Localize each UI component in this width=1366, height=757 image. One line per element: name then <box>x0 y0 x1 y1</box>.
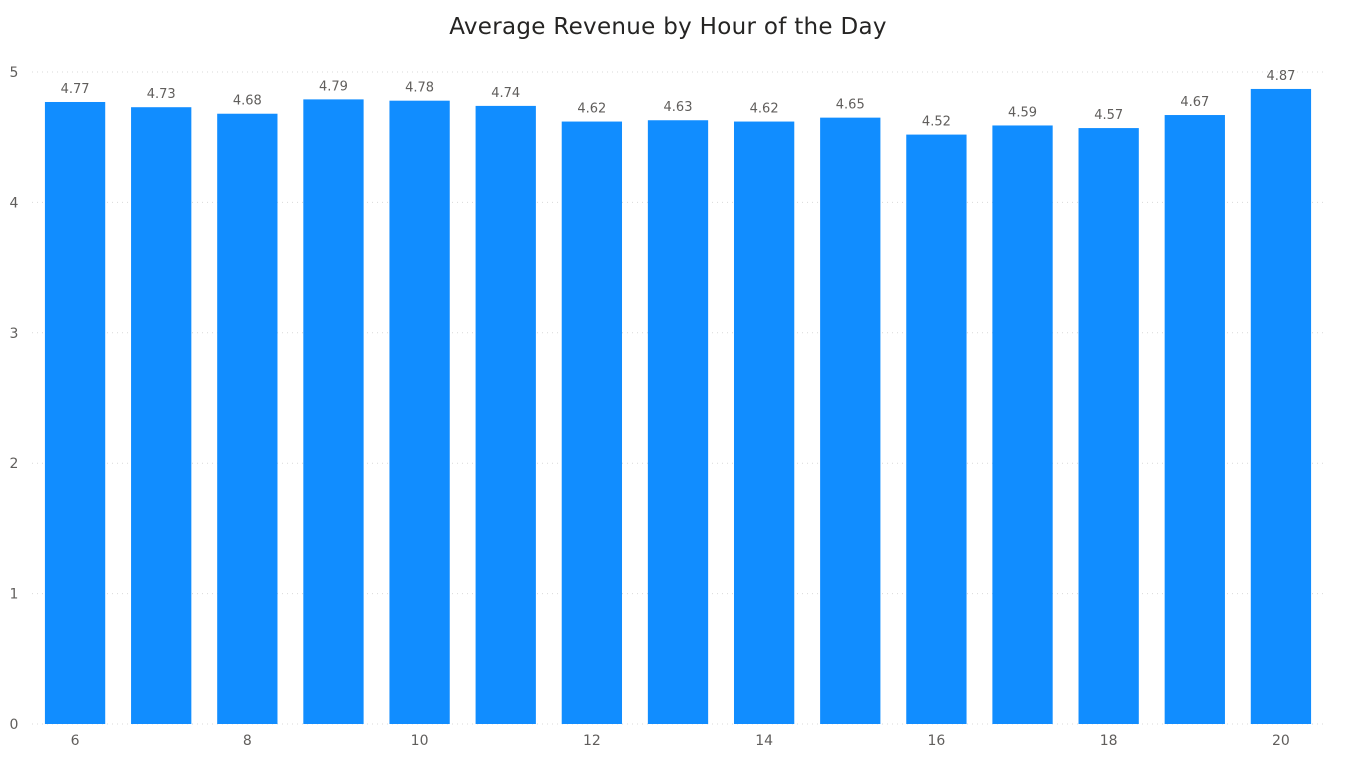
data-label: 4.57 <box>1094 108 1123 123</box>
bar-hour-19[interactable] <box>1164 115 1225 725</box>
y-tick-label: 5 <box>10 65 19 81</box>
x-tick-label: 14 <box>755 733 773 749</box>
data-label: 4.65 <box>836 98 865 113</box>
x-tick-label: 10 <box>411 733 429 749</box>
bar-hour-11[interactable] <box>475 105 536 725</box>
data-label: 4.77 <box>61 82 90 97</box>
x-tick-label: 6 <box>71 733 80 749</box>
data-label: 4.59 <box>1008 105 1037 120</box>
bars <box>44 88 1312 725</box>
x-axis-ticks: 6 8 10 12 14 16 18 20 <box>71 733 1290 749</box>
data-label: 4.52 <box>922 115 951 130</box>
bar-hour-10[interactable] <box>389 100 450 725</box>
data-labels: 4.77 4.73 4.68 4.79 4.78 4.74 4.62 4.63 4.62 4.65… <box>61 69 1296 130</box>
data-label: 4.73 <box>147 87 176 102</box>
x-tick-label: 12 <box>583 733 601 749</box>
bar-hour-12[interactable] <box>561 121 623 724</box>
bar-hour-8[interactable] <box>217 113 278 724</box>
data-label: 4.62 <box>750 102 779 117</box>
bar-hour-7[interactable] <box>131 107 192 724</box>
data-label: 4.68 <box>233 94 262 109</box>
data-label: 4.79 <box>319 79 348 94</box>
y-tick-label: 2 <box>10 456 19 472</box>
bar-hour-13[interactable] <box>647 120 709 725</box>
y-tick-label: 1 <box>10 587 19 603</box>
data-label: 4.87 <box>1266 69 1295 84</box>
bar-hour-16[interactable] <box>906 134 967 725</box>
y-axis-ticks: 0 1 2 3 4 5 <box>10 65 19 733</box>
chart-title: Average Revenue by Hour of the Day <box>449 14 887 40</box>
y-tick-label: 4 <box>10 195 19 211</box>
bar-hour-20[interactable] <box>1250 88 1312 724</box>
x-tick-label: 16 <box>927 733 945 749</box>
data-label: 4.78 <box>405 81 434 96</box>
y-tick-label: 0 <box>10 717 19 733</box>
data-label: 4.63 <box>664 100 693 115</box>
bar-hour-9[interactable] <box>303 99 364 724</box>
x-tick-label: 8 <box>243 733 252 749</box>
y-tick-label: 3 <box>10 326 19 342</box>
x-tick-label: 20 <box>1272 733 1290 749</box>
bar-hour-14[interactable] <box>733 121 795 724</box>
data-label: 4.62 <box>577 102 606 117</box>
bar-hour-18[interactable] <box>1078 128 1139 724</box>
x-tick-label: 18 <box>1100 733 1118 749</box>
data-label: 4.67 <box>1180 95 1209 110</box>
bar-hour-15[interactable] <box>820 117 881 724</box>
bar-hour-6[interactable] <box>44 101 106 724</box>
bar-hour-17[interactable] <box>992 125 1053 725</box>
data-label: 4.74 <box>491 86 520 101</box>
